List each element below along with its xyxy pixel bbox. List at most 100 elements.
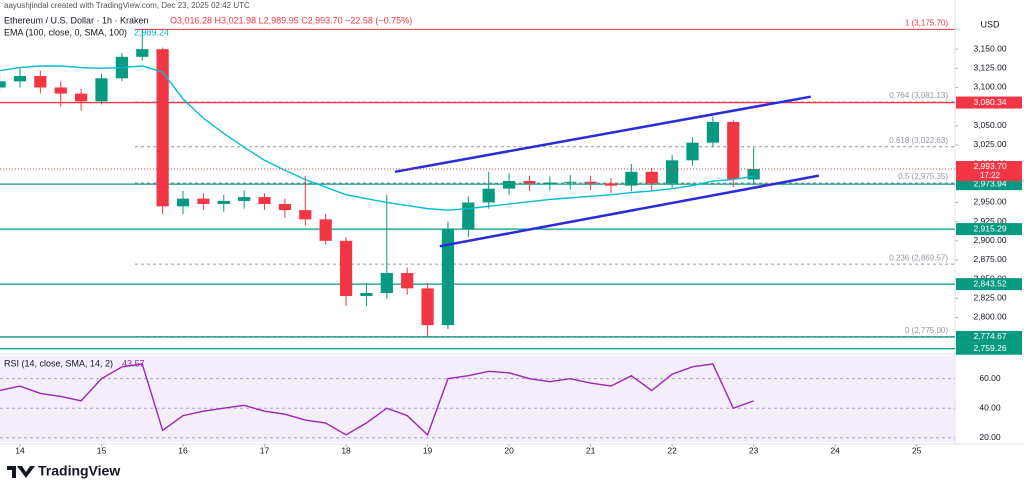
symbol: Ethereum / U.S. Dollar · 1h · Kraken xyxy=(4,15,149,25)
y-tick-label: 3,050.00 xyxy=(973,120,1006,130)
credit: aayushjindal created with TradingView.co… xyxy=(4,1,250,10)
logo-text: TradingView xyxy=(38,463,120,479)
level-label: 2,774.67 xyxy=(973,331,1006,341)
rsi-tick-label: 40.00 xyxy=(979,402,1001,412)
candle-body xyxy=(360,292,373,297)
x-tick-label: 14 xyxy=(15,445,25,455)
candle-body xyxy=(238,197,251,201)
candle-body xyxy=(421,288,434,326)
last-price-label: 2,993.70 xyxy=(973,161,1006,171)
level-badge xyxy=(956,342,1022,355)
ema-line xyxy=(0,65,754,211)
x-tick-label: 20 xyxy=(504,445,514,455)
rsi-pane xyxy=(0,356,955,442)
candle-body xyxy=(299,210,312,220)
x-tick-label: 15 xyxy=(97,445,107,455)
level-badge xyxy=(956,330,1022,343)
fib-label: 1 (3,175.70) xyxy=(905,19,948,28)
candle-body xyxy=(666,160,679,184)
x-tick-label: 18 xyxy=(341,445,351,455)
last-price-badge xyxy=(956,160,1022,181)
rsi-value: 43.57 xyxy=(122,358,145,368)
candle-body xyxy=(401,273,414,289)
channel-line xyxy=(439,174,820,248)
y-tick-label: 3,125.00 xyxy=(973,63,1006,73)
candle-body xyxy=(0,81,6,88)
rsi-legend: RSI (14, close, SMA, 14, 2) xyxy=(4,358,113,368)
ema-value: 2,989.24 xyxy=(134,27,169,37)
ohlc: O3,016.28 H3,021.98 L2,989.95 C2,993.70 … xyxy=(170,15,412,25)
x-tick-label: 24 xyxy=(830,445,840,455)
level-badge xyxy=(956,278,1022,291)
fib-label: 0.5 (2,975.35) xyxy=(898,172,948,181)
candle-body xyxy=(197,198,210,205)
x-tick-label: 21 xyxy=(586,445,596,455)
fib-label: 0.236 (2,869.57) xyxy=(889,253,948,262)
y-tick-label: 2,875.00 xyxy=(973,254,1006,264)
y-tick-label: 2,900.00 xyxy=(973,235,1006,245)
candle-body xyxy=(34,75,47,88)
candle-body xyxy=(482,188,495,203)
candle-body xyxy=(258,197,271,205)
x-tick-label: 17 xyxy=(260,445,270,455)
candle-body xyxy=(502,181,516,189)
candle-body xyxy=(278,204,292,211)
candle-body xyxy=(339,240,353,297)
candle-body xyxy=(727,121,740,180)
candle-body xyxy=(217,200,230,205)
level-badge xyxy=(956,96,1022,109)
fib-label: 0.618 (3,022.63) xyxy=(889,136,948,145)
candle-body xyxy=(604,183,618,186)
candle-body xyxy=(584,181,597,184)
logo: TradingView xyxy=(7,463,120,479)
candle-body xyxy=(543,182,556,184)
y-tick-label: 2,925.00 xyxy=(973,216,1006,226)
x-tick-label: 19 xyxy=(423,445,433,455)
rsi-tick-label: 20.00 xyxy=(979,432,1001,442)
candle-body xyxy=(462,202,475,230)
y-tick-label: 3,025.00 xyxy=(973,139,1006,149)
candle-body xyxy=(441,229,455,326)
x-tick-label: 22 xyxy=(667,445,677,455)
level-label: 2,973.94 xyxy=(973,178,1006,188)
candle-body xyxy=(523,181,536,184)
rsi-line xyxy=(0,363,754,437)
rsi-tick-label: 60.00 xyxy=(979,373,1001,383)
y-tick-label: 2,825.00 xyxy=(973,293,1006,303)
candle-body xyxy=(564,181,577,183)
candle-body xyxy=(54,87,67,94)
y-tick-label: 3,100.00 xyxy=(973,82,1006,92)
candle-body xyxy=(706,121,720,143)
candle-body xyxy=(380,273,393,293)
level-label: 2,915.29 xyxy=(973,223,1006,233)
level-label: 2,843.52 xyxy=(973,278,1006,288)
fib-label: 0.764 (3,081.13) xyxy=(889,91,948,100)
plot: 1 (3,175.70) 0.764 (3,081.13) 0.618 (3,022… xyxy=(0,19,955,439)
candle-body xyxy=(74,93,88,102)
y-tick-label: 2,800.00 xyxy=(973,312,1006,322)
logo-icon xyxy=(7,466,35,478)
candle-body xyxy=(95,78,108,102)
fib-label: 0 (2,775.00) xyxy=(905,326,948,335)
x-tick-label: 16 xyxy=(178,445,188,455)
candle-body xyxy=(686,142,699,161)
candle-body xyxy=(625,171,638,186)
axes: 3,150.00 3,125.00 3,100.00 3,050.00 3,025.00… xyxy=(15,43,1022,455)
level-label: 3,080.34 xyxy=(973,97,1006,107)
candle-body xyxy=(747,168,760,180)
x-tick-label: 23 xyxy=(749,445,759,455)
x-tick-label: 25 xyxy=(912,445,922,455)
candle-body xyxy=(176,198,190,207)
currency: USD xyxy=(980,19,1000,29)
countdown: 17:22 xyxy=(980,171,1001,180)
channel-line xyxy=(394,95,811,174)
level-badge xyxy=(956,223,1022,236)
level-badge xyxy=(956,178,1022,191)
y-tick-label: 2,950.00 xyxy=(973,197,1006,207)
y-tick-label: 3,150.00 xyxy=(973,43,1006,53)
candle-body xyxy=(13,75,27,82)
candle-body xyxy=(136,49,149,57)
candle-body xyxy=(645,171,658,184)
candle-body xyxy=(156,49,169,207)
